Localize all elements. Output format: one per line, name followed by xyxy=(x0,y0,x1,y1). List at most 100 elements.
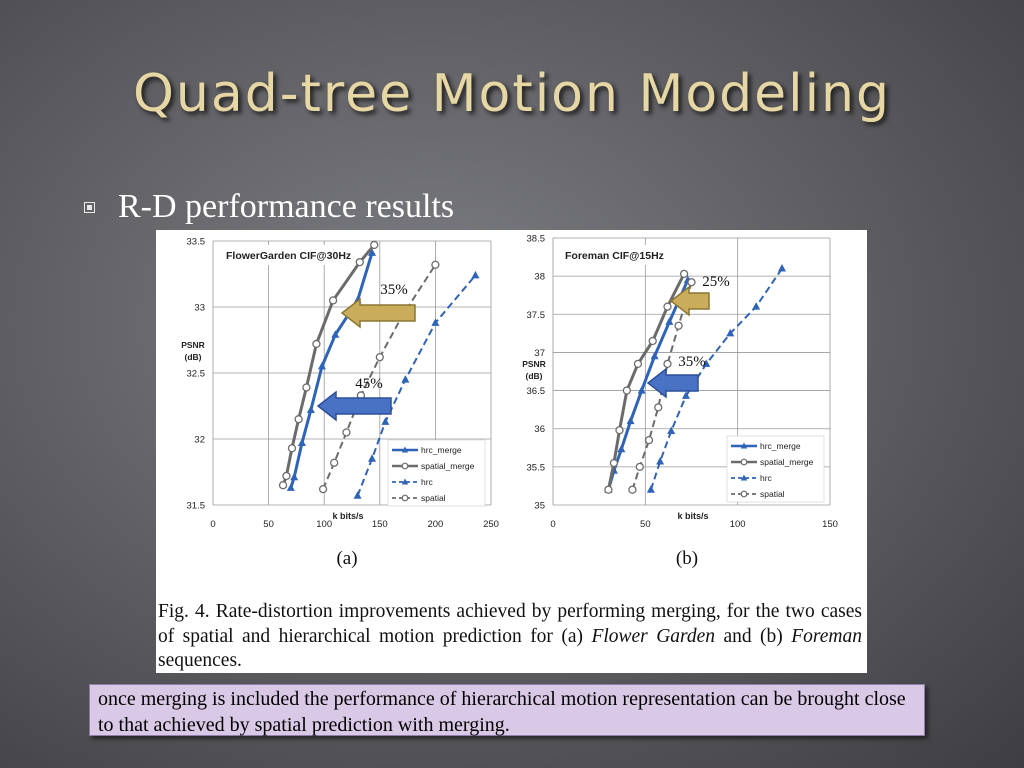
panel-label: (a) xyxy=(336,548,357,569)
data-point-spatial_merge xyxy=(312,339,321,349)
x-tick-label: 100 xyxy=(316,519,332,530)
data-point-spatial xyxy=(342,428,351,437)
caption-prefix: Fig. 4. Rate-distortion improvements ach… xyxy=(158,601,862,647)
improvement-percent-label: 25% xyxy=(702,274,730,290)
gold-improvement-arrow xyxy=(340,297,416,329)
data-point-spatial xyxy=(330,458,339,467)
data-point-spatial_merge xyxy=(609,458,619,468)
data-point-spatial_merge xyxy=(679,269,689,279)
improvement-percent-label: 35% xyxy=(380,282,408,298)
data-point-spatial xyxy=(635,462,644,472)
data-point-spatial_merge xyxy=(355,257,364,267)
caption-italic-1: Flower Garden xyxy=(591,625,716,647)
x-tick-label: 50 xyxy=(263,519,274,530)
data-point-spatial xyxy=(375,353,384,362)
data-point-hrc_merge xyxy=(297,438,306,446)
figure-caption: Fig. 4. Rate-distortion improvements ach… xyxy=(158,600,862,674)
y-tick-label: 36 xyxy=(534,424,545,435)
data-point-hrc_merge xyxy=(317,361,326,370)
legend-label: hrc xyxy=(760,473,773,483)
data-point-hrc xyxy=(471,270,480,279)
chart-title-box xyxy=(561,245,693,265)
chart-title-box xyxy=(222,245,362,265)
data-point-spatial xyxy=(674,321,683,330)
caption-middle: and (b) xyxy=(715,625,792,647)
series-line-hrc xyxy=(649,267,783,491)
data-point-hrc xyxy=(777,264,786,272)
data-point-spatial_merge xyxy=(615,426,624,435)
chart-title: FlowerGarden CIF@30Hz xyxy=(226,250,351,262)
x-tick-label: 0 xyxy=(550,519,555,530)
legend-marker-spatial xyxy=(401,494,409,502)
x-tick-label: 150 xyxy=(822,519,838,530)
bullet-text: R-D performance results xyxy=(118,188,455,225)
y-tick-label: 36.5 xyxy=(527,386,546,397)
data-point-hrc xyxy=(656,457,665,465)
data-point-hrc xyxy=(726,328,735,337)
improvement-percent-label: 45% xyxy=(355,376,383,392)
data-point-hrc_merge xyxy=(626,416,635,425)
x-tick-label: 200 xyxy=(427,519,443,530)
y-tick-label: 35 xyxy=(534,501,545,512)
legend-label: hrc xyxy=(421,477,434,487)
series-line-hrc xyxy=(356,274,477,497)
series-line-spatial_merge xyxy=(606,273,686,491)
data-point-spatial_merge xyxy=(328,296,338,305)
y-axis-unit: (dB) xyxy=(526,371,543,381)
data-point-hrc_merge xyxy=(331,330,340,338)
data-point-hrc xyxy=(752,302,761,310)
data-point-spatial_merge xyxy=(622,386,632,395)
improvement-percent-label: 35% xyxy=(678,354,706,370)
chart-title: Foreman CIF@15Hz xyxy=(565,250,664,262)
data-point-hrc_merge xyxy=(306,405,315,413)
y-tick-label: 38 xyxy=(534,272,545,283)
legend-marker-hrc_merge xyxy=(740,442,748,449)
legend-label: spatial_merge xyxy=(421,461,475,471)
series-line-hrc_merge xyxy=(289,252,374,489)
data-point-hrc xyxy=(368,454,377,462)
panel-label: (b) xyxy=(676,548,698,569)
data-point-spatial xyxy=(654,403,663,412)
caption-suffix: sequences. xyxy=(158,650,242,671)
data-point-spatial_merge xyxy=(278,481,288,490)
x-tick-label: 100 xyxy=(730,519,746,530)
blue-improvement-arrow xyxy=(646,367,699,399)
summary-note: once merging is included the performance… xyxy=(89,684,925,736)
data-point-hrc xyxy=(353,491,362,499)
y-tick-label: 32 xyxy=(194,435,205,446)
y-tick-label: 33.5 xyxy=(187,237,206,248)
x-tick-label: 150 xyxy=(372,519,388,530)
data-point-hrc xyxy=(381,417,390,425)
legend-marker-hrc xyxy=(401,478,409,485)
data-point-spatial_merge xyxy=(633,359,643,369)
y-tick-label: 33 xyxy=(194,303,205,314)
legend-marker-spatial_merge xyxy=(740,458,748,466)
legend-marker-spatial_merge xyxy=(401,462,409,470)
data-point-hrc xyxy=(401,375,410,383)
blue-improvement-arrow xyxy=(316,390,392,422)
y-axis-label: PSNR xyxy=(522,359,546,369)
square-bullet-icon xyxy=(84,201,95,213)
legend-marker-hrc_merge xyxy=(401,446,409,453)
data-point-spatial xyxy=(663,359,672,369)
y-axis-unit: (dB) xyxy=(185,352,202,362)
data-point-hrc_merge xyxy=(665,317,674,325)
data-point-spatial_merge xyxy=(604,485,613,494)
y-tick-label: 32.5 xyxy=(187,369,206,380)
y-tick-label: 38.5 xyxy=(527,234,546,245)
bullet-item: R-D performance results xyxy=(84,188,454,226)
data-point-hrc_merge xyxy=(368,248,377,256)
y-tick-label: 37 xyxy=(534,348,545,359)
gold-improvement-arrow xyxy=(669,285,710,317)
data-point-hrc_merge xyxy=(637,386,646,394)
data-point-spatial_merge xyxy=(282,471,291,481)
data-point-hrc xyxy=(646,485,655,493)
x-tick-label: 250 xyxy=(483,519,499,530)
data-point-spatial xyxy=(644,436,654,445)
data-point-hrc xyxy=(667,426,676,435)
data-point-hrc_merge xyxy=(617,444,626,453)
y-tick-label: 31.5 xyxy=(187,501,206,512)
legend-label: spatial xyxy=(760,489,785,499)
data-point-spatial_merge xyxy=(648,336,657,346)
legend-marker-hrc xyxy=(740,474,748,481)
